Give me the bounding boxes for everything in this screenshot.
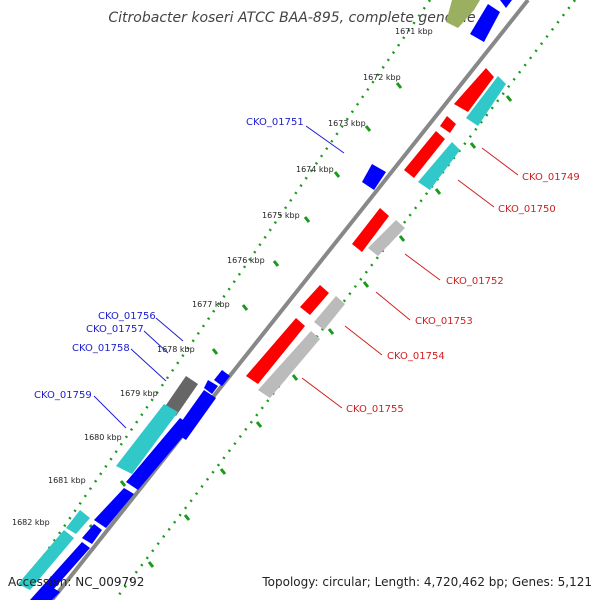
tick-label: 1681 kbp bbox=[48, 476, 86, 485]
tick-label: 1682 kbp bbox=[12, 518, 50, 527]
tick-label: 1678 kbp bbox=[157, 345, 195, 354]
right-leader-lines bbox=[301, 147, 519, 409]
gene-feature[interactable] bbox=[362, 164, 386, 190]
gene-feature[interactable] bbox=[214, 370, 230, 386]
tick-ring-outer bbox=[18, 0, 432, 591]
accession-text: Accession: NC_009792 bbox=[8, 575, 144, 589]
gene-label-cko-01754[interactable]: CKO_01754 bbox=[387, 351, 445, 362]
tick-label: 1677 kbp bbox=[192, 300, 230, 309]
gene-feature[interactable] bbox=[164, 376, 198, 416]
tick-label: 1671 kbp bbox=[395, 27, 433, 36]
gene-feature[interactable] bbox=[30, 542, 90, 600]
gene-label-cko-01755[interactable]: CKO_01755 bbox=[346, 404, 404, 415]
gene-feature[interactable] bbox=[94, 488, 134, 528]
gene-feature[interactable] bbox=[454, 68, 494, 112]
map-title: Citrobacter koseri ATCC BAA-895, complet… bbox=[108, 10, 475, 26]
gene-label-cko-01751[interactable]: CKO_01751 bbox=[246, 117, 304, 128]
gene-feature[interactable] bbox=[466, 76, 506, 126]
tick-label: 1679 kbp bbox=[120, 389, 158, 398]
gene-label-cko-01757[interactable]: CKO_01757 bbox=[86, 324, 144, 335]
gene-label-cko-01750[interactable]: CKO_01750 bbox=[498, 204, 556, 215]
gene-feature[interactable] bbox=[314, 296, 345, 330]
reverse-strand-features bbox=[18, 0, 512, 600]
tick-label: 1675 kbp bbox=[262, 211, 300, 220]
tick-label: 1674 kbp bbox=[296, 165, 334, 174]
gene-feature[interactable] bbox=[44, 586, 60, 600]
gene-feature[interactable] bbox=[18, 530, 74, 590]
tick-label: 1673 kbp bbox=[328, 119, 366, 128]
gene-label-cko-01749[interactable]: CKO_01749 bbox=[522, 172, 580, 183]
gene-feature[interactable] bbox=[116, 404, 178, 474]
gene-feature[interactable] bbox=[82, 524, 102, 544]
gene-feature[interactable] bbox=[258, 331, 320, 398]
gene-feature[interactable] bbox=[440, 116, 456, 133]
gene-feature[interactable] bbox=[300, 285, 329, 315]
gene-feature[interactable] bbox=[204, 380, 218, 394]
gene-feature[interactable] bbox=[246, 318, 305, 384]
gene-feature[interactable] bbox=[126, 418, 192, 490]
gene-feature[interactable] bbox=[404, 131, 445, 178]
gene-feature[interactable] bbox=[446, 0, 480, 28]
tick-ring-inner bbox=[114, 0, 576, 600]
gene-label-cko-01758[interactable]: CKO_01758 bbox=[72, 343, 130, 354]
gene-feature[interactable] bbox=[418, 142, 460, 190]
tick-label: 1672 kbp bbox=[363, 73, 401, 82]
gene-feature[interactable] bbox=[500, 0, 512, 8]
genome-backbone bbox=[50, 0, 530, 600]
gene-label-cko-01753[interactable]: CKO_01753 bbox=[415, 316, 473, 327]
tick-label: 1680 kbp bbox=[84, 433, 122, 442]
gene-feature[interactable] bbox=[352, 208, 389, 252]
major-ticks-inner bbox=[147, 95, 513, 568]
gene-label-cko-01756[interactable]: CKO_01756 bbox=[98, 311, 156, 322]
gene-feature[interactable] bbox=[368, 220, 405, 256]
gene-label-cko-01752[interactable]: CKO_01752 bbox=[446, 276, 504, 287]
gene-feature[interactable] bbox=[470, 4, 500, 42]
topology-text: Topology: circular; Length: 4,720,462 bp… bbox=[261, 575, 592, 589]
left-leader-lines bbox=[93, 125, 345, 429]
gene-label-cko-01759[interactable]: CKO_01759 bbox=[34, 390, 92, 401]
gene-feature[interactable] bbox=[66, 510, 90, 534]
tick-label: 1676 kbp bbox=[227, 256, 265, 265]
forward-strand-features bbox=[246, 68, 506, 398]
